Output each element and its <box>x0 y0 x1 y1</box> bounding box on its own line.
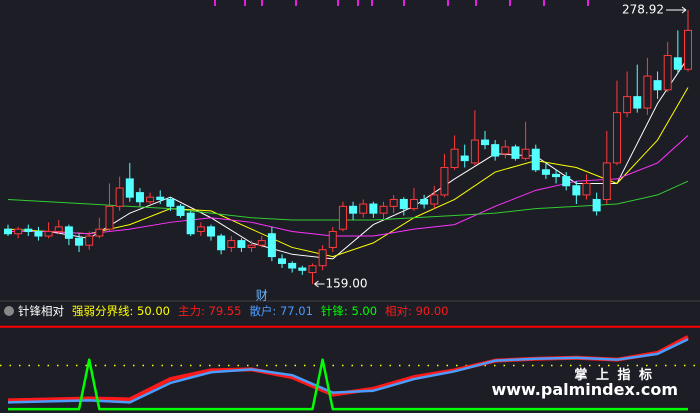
annotation-label: 159.00 <box>325 277 367 291</box>
moving-average <box>8 135 689 237</box>
candle-body <box>64 226 73 239</box>
candle-body <box>34 230 43 237</box>
candle-body <box>643 75 652 109</box>
indicator-legend: 针锋相对 强弱分界线: 50.00 主力: 79.55 散户: 77.01 针锋… <box>4 303 449 319</box>
candle-body <box>54 226 63 232</box>
event-ticks <box>214 0 589 6</box>
candle-body <box>379 205 388 214</box>
candle-body <box>440 166 449 196</box>
candle-body <box>115 187 124 207</box>
indicator-line <box>8 358 688 411</box>
candle-body <box>399 198 408 210</box>
moving-average <box>7 87 689 258</box>
candle-body <box>217 235 226 251</box>
candle-body <box>186 212 195 235</box>
candle-body <box>653 80 662 91</box>
candle-body <box>481 139 490 146</box>
candle-body <box>85 235 94 246</box>
candle-body <box>511 146 520 159</box>
legend-name: 强弱分界线: <box>72 304 134 318</box>
candle-body <box>409 198 418 210</box>
candle-body <box>541 169 550 175</box>
candle-body <box>562 176 571 187</box>
candle-body <box>673 57 682 70</box>
candle-body <box>318 249 327 267</box>
candle-body <box>247 244 256 248</box>
candle-body <box>491 144 500 157</box>
candle-body <box>684 29 692 70</box>
candle-body <box>663 55 672 91</box>
annotation-arrow-head <box>681 6 687 14</box>
candle-body <box>105 205 114 230</box>
legend-value: 50.00 <box>137 304 170 318</box>
candle-body <box>146 196 155 203</box>
legend-value: 77.01 <box>279 304 313 318</box>
candle-body <box>450 148 459 168</box>
annotation-label: 278.92 <box>622 3 664 17</box>
annotation-arrow-head <box>314 280 319 288</box>
indicator-icon <box>4 306 14 316</box>
candle-body <box>531 148 540 171</box>
candle-body <box>501 146 510 155</box>
candle-body <box>338 205 347 230</box>
candle-body <box>237 240 246 248</box>
legend-name: 主力: <box>177 304 205 318</box>
candle-body <box>552 173 561 178</box>
candle-body <box>4 228 12 235</box>
candle-body <box>633 96 642 109</box>
candle-body <box>582 182 591 196</box>
candle-body <box>125 178 134 198</box>
candle-body <box>206 226 215 237</box>
candle-body <box>592 198 601 212</box>
candle-body <box>612 112 621 164</box>
candle-body <box>602 162 611 200</box>
candle-body <box>44 230 53 237</box>
legend-value: 90.00 <box>415 304 449 318</box>
candle-body <box>349 205 358 214</box>
candle-body <box>14 228 23 235</box>
candle-body <box>430 194 439 205</box>
candle-body <box>176 205 185 216</box>
candle-body <box>521 148 530 159</box>
legend-value: 5.00 <box>351 304 378 318</box>
legend-name: 散户: <box>249 304 277 318</box>
candle-body <box>267 233 276 258</box>
indicator-line <box>7 338 689 404</box>
legend-name: 针锋: <box>320 304 348 318</box>
candle-body <box>460 155 469 162</box>
candle-body <box>328 230 337 248</box>
candle-body <box>196 226 205 232</box>
candle-body <box>420 198 429 205</box>
candle-body <box>369 203 378 214</box>
candle-body <box>572 185 581 196</box>
watermark-title: 掌 上 指 标 <box>574 368 654 383</box>
legend-value: 79.55 <box>208 304 242 318</box>
candle-body <box>156 196 165 200</box>
candle-body <box>298 267 307 271</box>
candle-body <box>166 198 175 207</box>
candle-body <box>75 237 84 246</box>
event-marker: 财 <box>256 289 268 303</box>
watermark-url: www.palmindex.com <box>491 380 678 399</box>
candle-body <box>623 96 632 114</box>
legend-name: 相对: <box>385 304 412 318</box>
candle-body <box>389 198 398 207</box>
indicator-title: 针锋相对 <box>18 304 64 318</box>
candle-body <box>288 262 297 269</box>
candle-body <box>257 240 266 246</box>
candle-body <box>135 192 144 203</box>
candle-body <box>227 240 236 248</box>
candle-body <box>359 203 368 214</box>
candle-body <box>278 258 287 264</box>
candle-body <box>24 228 33 232</box>
candle-body <box>308 265 317 274</box>
candle-body <box>470 139 479 164</box>
candle-body <box>95 228 104 237</box>
